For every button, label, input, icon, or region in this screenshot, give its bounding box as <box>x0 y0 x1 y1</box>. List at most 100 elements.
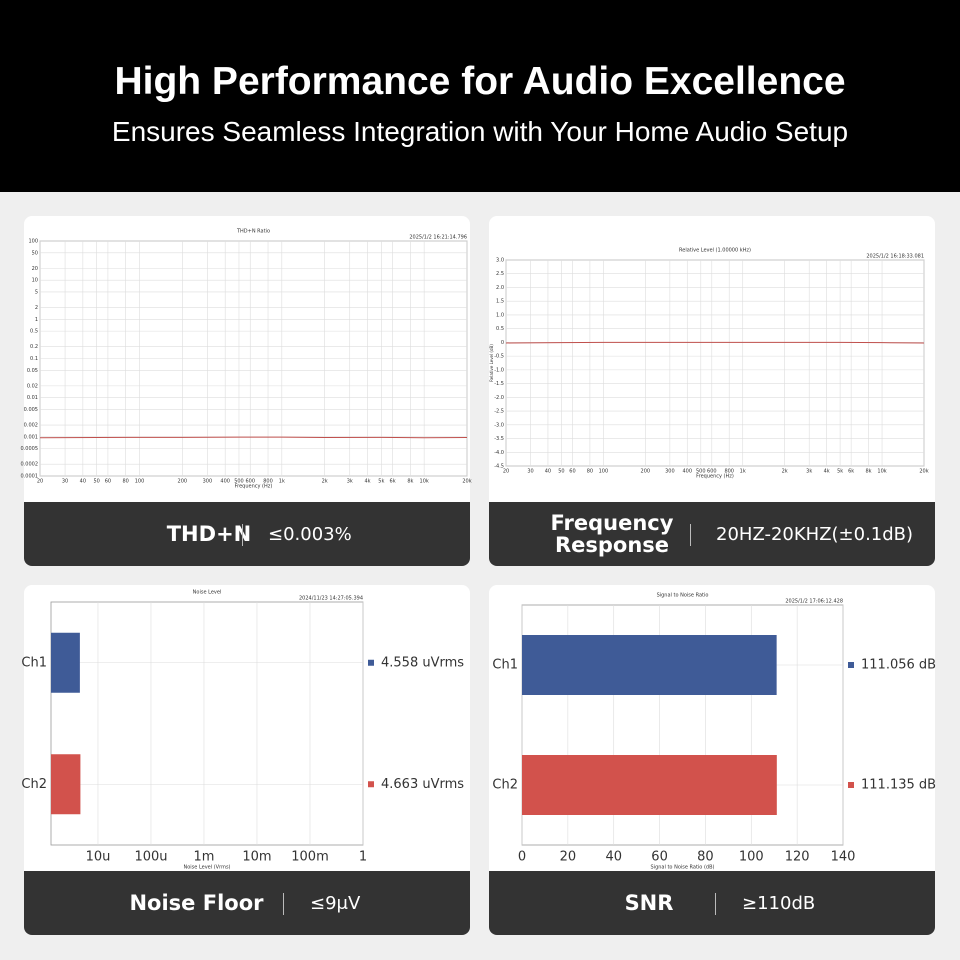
x-tick-label: 20 <box>37 479 43 485</box>
x-tick-label: 8k <box>407 479 413 485</box>
y-tick-label: 10 <box>32 278 38 284</box>
x-tick-label: 300 <box>665 469 675 475</box>
y-tick-label: -2.0 <box>494 395 504 401</box>
y-tick-label: 0.01 <box>27 395 38 401</box>
x-tick-label: 1k <box>740 469 746 475</box>
caption-divider <box>715 893 716 915</box>
x-tick-label: 2k <box>782 469 788 475</box>
x-tick-label: 500 <box>234 479 244 485</box>
x-tick-label: 800 <box>263 479 273 485</box>
x-tick-label: 100m <box>291 850 328 865</box>
y-tick-label: 100 <box>28 239 38 245</box>
y-tick-label: 2.5 <box>496 271 504 277</box>
timestamp: 2025/1/2 17:06:12.428 <box>785 599 843 605</box>
x-tick-label: 30 <box>62 479 68 485</box>
x-tick-label: 10k <box>420 479 429 485</box>
x-tick-label: 5k <box>837 469 843 475</box>
y-tick-label: 0.0001 <box>21 474 39 480</box>
bar <box>51 632 80 693</box>
x-tick-label: 30 <box>527 469 533 475</box>
x-tick-label: 5k <box>378 479 384 485</box>
x-tick-label: 80 <box>697 850 714 865</box>
x-tick-label: 400 <box>683 469 693 475</box>
value-marker <box>368 659 374 666</box>
caption-value: ≤9μV <box>310 892 361 914</box>
chart-title: Signal to Noise Ratio <box>657 593 709 599</box>
y-axis-label: Relative Level (dB) <box>489 344 494 382</box>
caption-bar: Noise Floor ≤9μV <box>24 871 470 935</box>
y-tick-label: 1.0 <box>496 312 504 318</box>
data-line <box>39 436 468 439</box>
x-tick-label: 600 <box>245 479 255 485</box>
x-axis-label: Frequency (Hz) <box>696 474 734 480</box>
y-tick-label: 2 <box>35 305 38 311</box>
y-tick-label: 0.0005 <box>21 446 39 452</box>
x-tick-label: 40 <box>605 850 622 865</box>
chart-title: Noise Level <box>193 590 222 596</box>
y-tick-label: -1.0 <box>494 367 504 373</box>
y-tick-label: -4.0 <box>494 450 504 456</box>
header: High Performance for Audio Excellence En… <box>0 0 960 192</box>
x-tick-label: 1 <box>359 850 367 865</box>
caption-label: SNR <box>624 891 674 915</box>
value-label: 111.135 dB <box>861 778 936 793</box>
x-tick-label: 500 <box>696 469 706 475</box>
y-tick-label: 0.005 <box>24 407 38 413</box>
x-tick-label: 600 <box>707 469 717 475</box>
category-label: Ch2 <box>492 778 518 793</box>
caption-value: 20HZ-20KHZ(±0.1dB) <box>716 523 914 545</box>
caption-bar: THD+N ≤0.003% <box>24 502 470 566</box>
y-tick-label: 0.1 <box>30 356 38 362</box>
x-tick-label: 60 <box>105 479 111 485</box>
x-tick-label: 8k <box>866 469 872 475</box>
x-tick-label: 6k <box>848 469 854 475</box>
x-tick-label: 4k <box>364 479 370 485</box>
y-tick-label: -2.5 <box>494 409 504 415</box>
header-subtitle: Ensures Seamless Integration with Your H… <box>111 116 849 147</box>
y-tick-label: -3.5 <box>494 436 504 442</box>
x-tick-label: 200 <box>641 469 651 475</box>
x-tick-label: 4k <box>824 469 830 475</box>
x-tick-label: 50 <box>558 469 564 475</box>
plot-area <box>505 259 925 467</box>
x-tick-label: 300 <box>203 479 213 485</box>
plot-area <box>50 601 364 846</box>
y-tick-label: 1.5 <box>496 299 504 305</box>
x-tick-label: 200 <box>178 479 188 485</box>
caption-value: ≤0.003% <box>268 523 352 545</box>
y-tick-label: 0.2 <box>30 344 38 350</box>
x-tick-label: 100 <box>739 850 764 865</box>
x-tick-label: 800 <box>724 469 734 475</box>
caption-label: Noise Floor <box>129 891 264 915</box>
bar <box>51 754 81 815</box>
y-tick-label: 0.02 <box>27 383 38 389</box>
y-tick-label: 0.002 <box>24 423 38 429</box>
timestamp: 2025/1/2 16:21:14.796 <box>409 235 467 241</box>
x-tick-label: 100 <box>599 469 609 475</box>
chart-title: THD+N Ratio <box>236 229 270 235</box>
y-tick-label: 5 <box>35 289 38 295</box>
x-tick-label: 0 <box>518 850 526 865</box>
y-tick-label: 1 <box>35 317 38 323</box>
value-marker <box>848 782 854 788</box>
x-tick-label: 1k <box>279 479 285 485</box>
bar <box>522 755 777 815</box>
x-tick-label: 140 <box>831 850 856 865</box>
caption-value: ≥110dB <box>742 892 816 914</box>
caption-label: Frequency Response <box>550 511 674 557</box>
x-tick-label: 20 <box>503 469 509 475</box>
timestamp: 2024/11/23 14:27:05.394 <box>299 596 363 602</box>
x-tick-label: 80 <box>123 479 129 485</box>
category-label: Ch1 <box>21 655 47 670</box>
value-marker <box>368 781 374 788</box>
x-tick-label: 6k <box>390 479 396 485</box>
value-label: 4.558 uVrms <box>381 655 464 670</box>
x-tick-label: 100u <box>134 850 167 865</box>
x-axis-label: Frequency (Hz) <box>235 484 273 490</box>
y-tick-label: 0.5 <box>496 326 504 332</box>
y-tick-label: 0.001 <box>24 434 38 440</box>
y-tick-label: -1.5 <box>494 381 504 387</box>
y-tick-label: 20 <box>32 266 38 272</box>
